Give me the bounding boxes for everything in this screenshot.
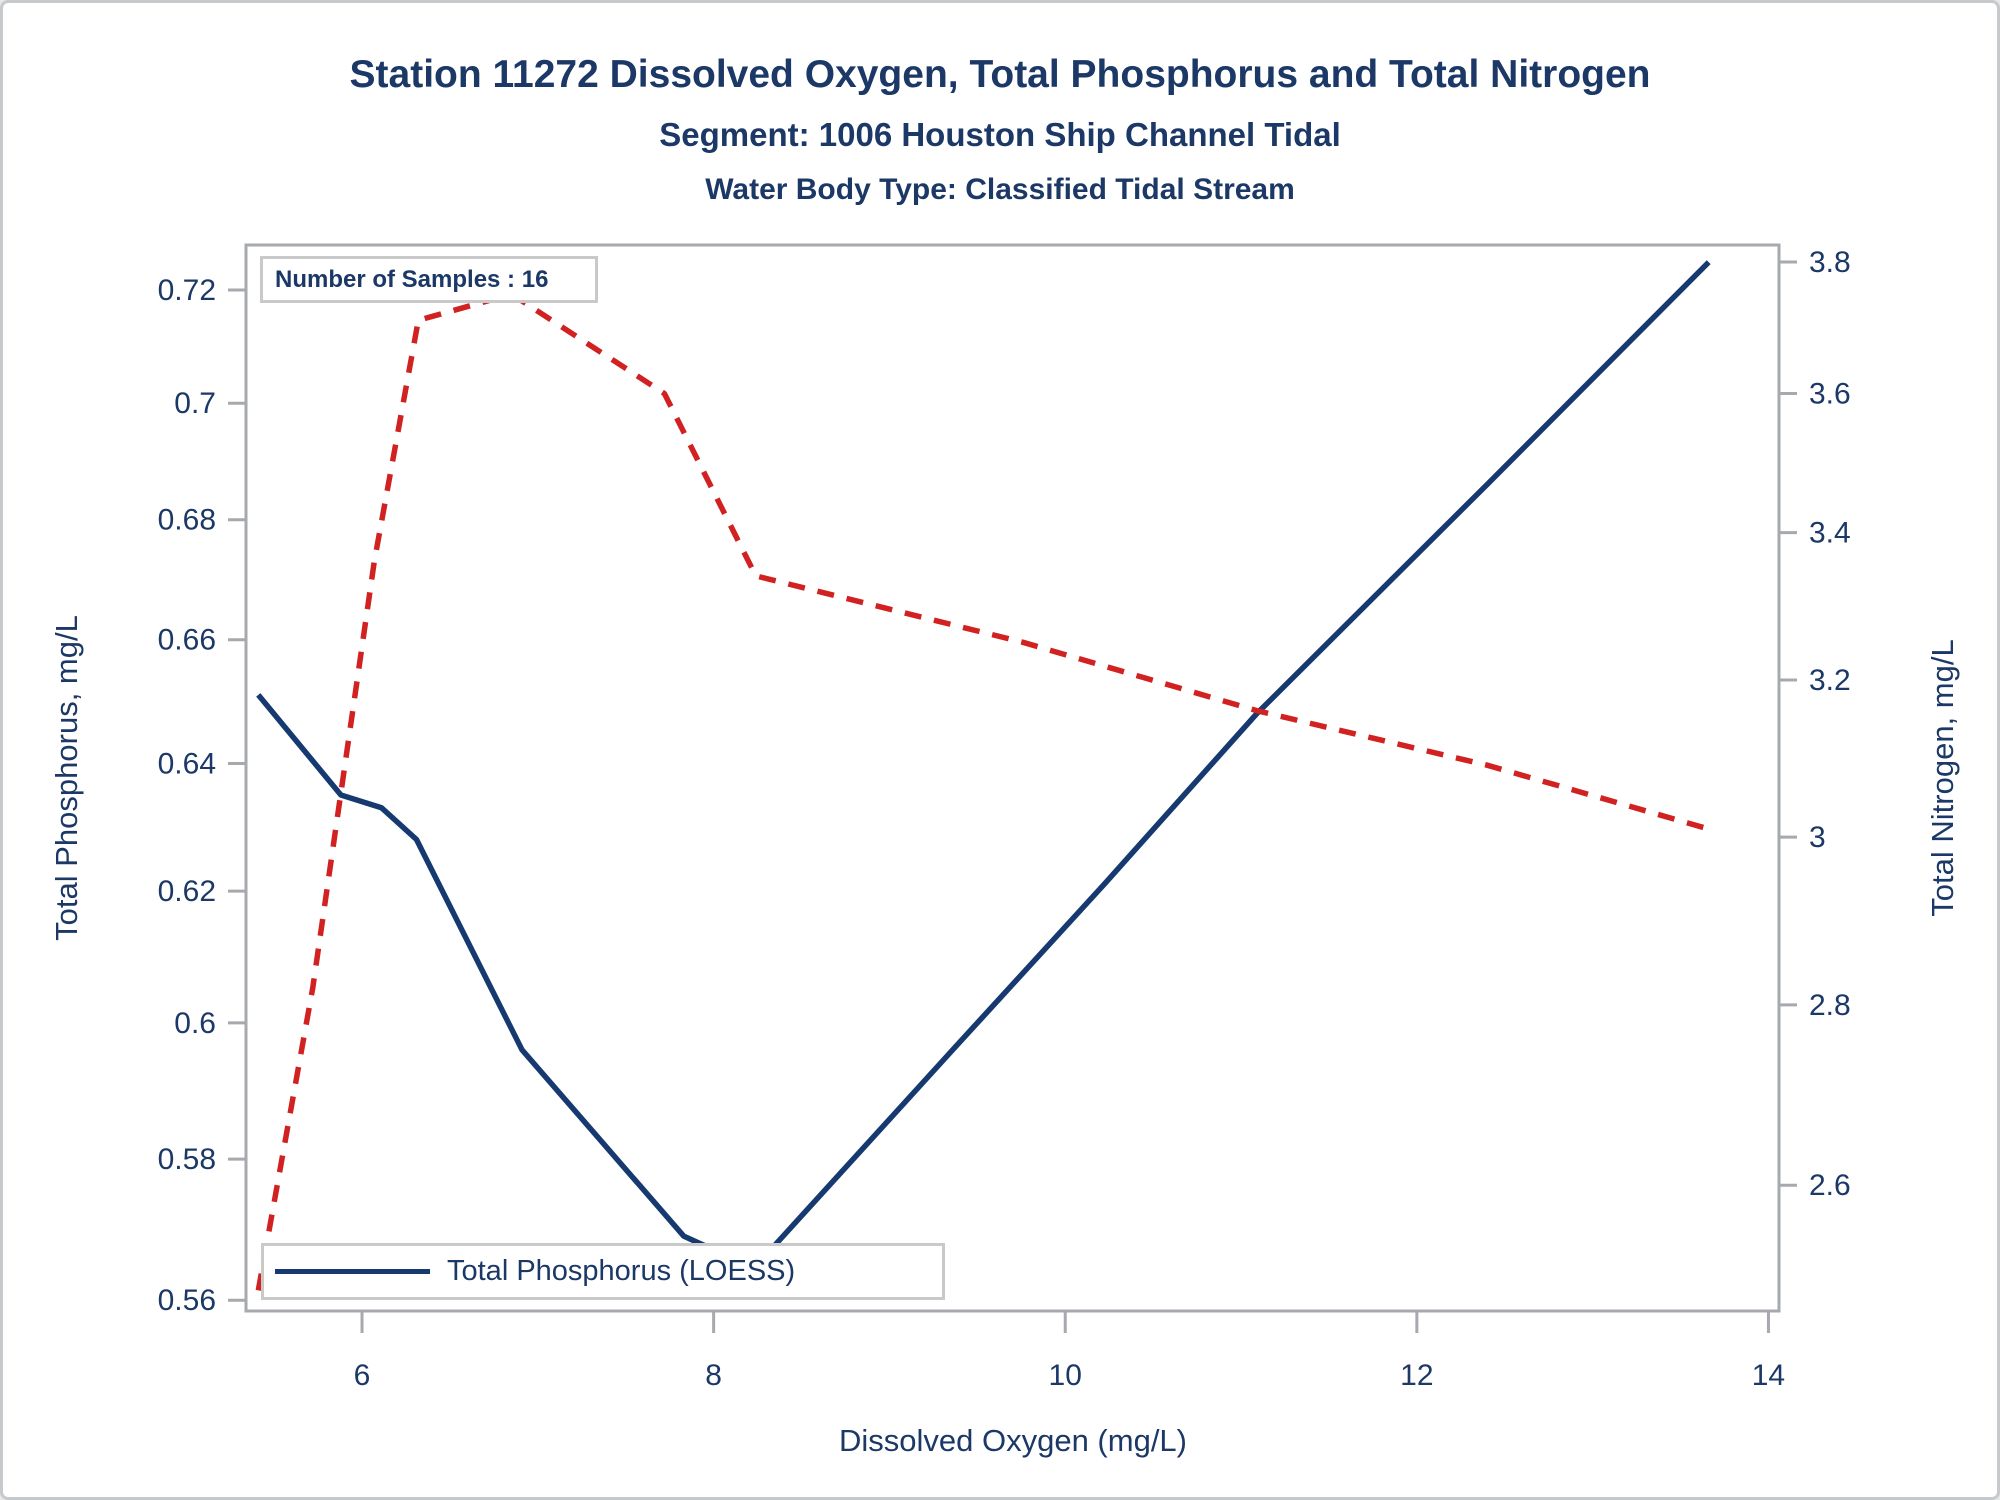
samples-count-text: Number of Samples : 16 <box>275 265 549 293</box>
y-right-tick-label: 3 <box>1809 821 1826 854</box>
y-left-tick-label: 0.7 <box>174 387 216 420</box>
y-right-tick-label: 3.2 <box>1809 664 1851 697</box>
y-left-tick-label: 0.68 <box>158 504 216 537</box>
x-tick-label: 14 <box>1752 1359 1785 1392</box>
chart-title: Station 11272 Dissolved Oxygen, Total Ph… <box>349 53 1651 96</box>
legend: Total Phosphorus (LOESS) <box>261 1243 945 1300</box>
samples-count-box: Number of Samples : 16 <box>260 256 598 303</box>
chart-subtitle: Segment: 1006 Houston Ship Channel Tidal <box>659 116 1341 153</box>
y-right-tick-label: 2.6 <box>1809 1169 1851 1202</box>
y-right-tick-label: 2.8 <box>1809 989 1851 1022</box>
plot-frame <box>244 243 1781 1313</box>
y-axis-label-right: Total Nitrogen, mg/L <box>1925 639 1960 917</box>
legend-line-swatch <box>275 1269 430 1274</box>
legend-entry-label: Total Phosphorus (LOESS) <box>447 1255 796 1287</box>
y-left-tick-label: 0.56 <box>158 1284 216 1317</box>
y-axis-label-left: Total Phosphorus, mg/L <box>49 615 84 941</box>
y-left-tick-label: 0.58 <box>158 1143 216 1176</box>
chart-subtitle-2: Water Body Type: Classified Tidal Stream <box>705 173 1295 206</box>
y-left-tick-label: 0.62 <box>158 875 216 908</box>
x-tick-label: 10 <box>1049 1359 1082 1392</box>
x-tick-label: 8 <box>705 1359 722 1392</box>
y-right-tick-label: 3.8 <box>1809 246 1851 279</box>
y-right-tick-label: 3.4 <box>1809 517 1851 550</box>
y-right-tick-label: 3.6 <box>1809 378 1851 411</box>
nitrogen-loess-line <box>255 291 1710 1291</box>
y-left-tick-label: 0.64 <box>158 747 216 780</box>
y-left-tick-label: 0.6 <box>174 1007 216 1040</box>
y-left-tick-label: 0.66 <box>158 624 216 657</box>
x-axis-label: Dissolved Oxygen (mg/L) <box>838 1423 1188 1458</box>
y-left-tick-label: 0.72 <box>158 274 216 307</box>
x-tick-label: 12 <box>1400 1359 1433 1392</box>
x-tick-label: 6 <box>354 1359 371 1392</box>
